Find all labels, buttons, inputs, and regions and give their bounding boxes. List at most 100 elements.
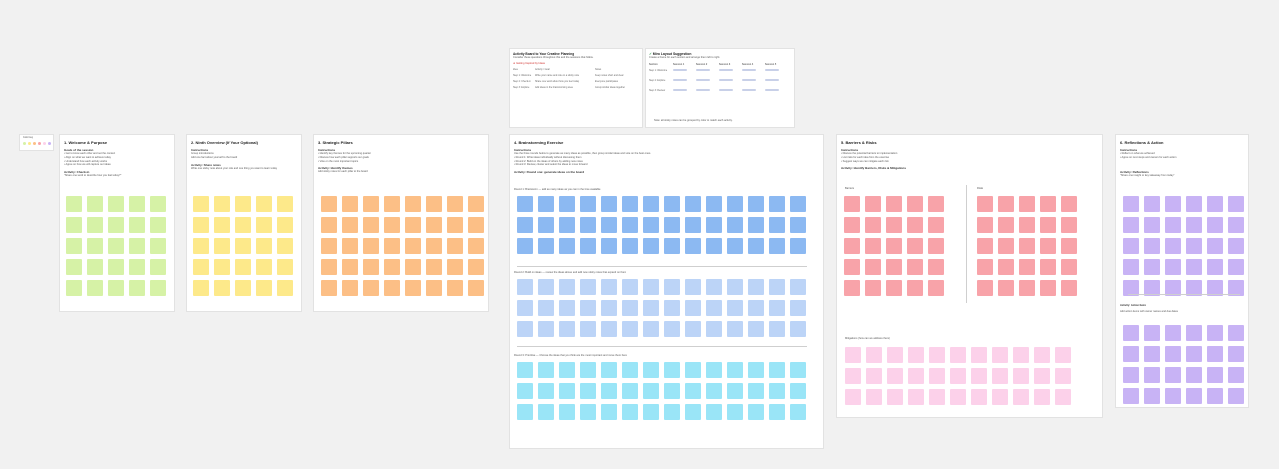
sticky-note[interactable] xyxy=(685,321,701,337)
sticky-note[interactable] xyxy=(1207,259,1223,275)
sticky-note[interactable] xyxy=(1055,389,1071,405)
sticky-note[interactable] xyxy=(601,383,617,399)
sticky-note[interactable] xyxy=(1123,259,1139,275)
sticky-note[interactable] xyxy=(363,196,379,212)
sticky-note[interactable] xyxy=(601,196,617,212)
sticky-note[interactable] xyxy=(1144,346,1160,362)
sticky-note[interactable] xyxy=(468,259,484,275)
sticky-note[interactable] xyxy=(845,368,861,384)
sticky-note[interactable] xyxy=(214,280,230,296)
sticky-note[interactable] xyxy=(865,196,881,212)
sticky-note[interactable] xyxy=(1165,388,1181,404)
sticky-note[interactable] xyxy=(559,196,575,212)
sticky-note[interactable] xyxy=(87,259,103,275)
sticky-note[interactable] xyxy=(405,238,421,254)
sticky-note[interactable] xyxy=(1207,325,1223,341)
sticky-note[interactable] xyxy=(706,279,722,295)
sticky-note[interactable] xyxy=(1228,217,1244,233)
sticky-note[interactable] xyxy=(1013,347,1029,363)
sticky-note[interactable] xyxy=(998,196,1014,212)
sticky-note[interactable] xyxy=(998,280,1014,296)
sticky-note[interactable] xyxy=(622,196,638,212)
sticky-note[interactable] xyxy=(559,217,575,233)
sticky-note[interactable] xyxy=(769,321,785,337)
sticky-note[interactable] xyxy=(468,238,484,254)
sticky-note[interactable] xyxy=(321,280,337,296)
sticky-note[interactable] xyxy=(685,217,701,233)
sticky-note[interactable] xyxy=(886,217,902,233)
sticky-note[interactable] xyxy=(769,238,785,254)
sticky-note[interactable] xyxy=(321,217,337,233)
sticky-note[interactable] xyxy=(1165,346,1181,362)
sticky-note[interactable] xyxy=(706,300,722,316)
sticky-note[interactable] xyxy=(1034,347,1050,363)
sticky-note[interactable] xyxy=(66,280,82,296)
sticky-note[interactable] xyxy=(685,300,701,316)
sticky-note[interactable] xyxy=(685,383,701,399)
sticky-note[interactable] xyxy=(971,389,987,405)
sticky-note[interactable] xyxy=(992,347,1008,363)
sticky-note[interactable] xyxy=(1207,238,1223,254)
sticky-note[interactable] xyxy=(1207,217,1223,233)
sticky-note[interactable] xyxy=(580,321,596,337)
sticky-note[interactable] xyxy=(129,259,145,275)
sticky-note[interactable] xyxy=(538,321,554,337)
sticky-note[interactable] xyxy=(769,300,785,316)
sticky-note[interactable] xyxy=(1034,389,1050,405)
sticky-note[interactable] xyxy=(790,279,806,295)
sticky-note[interactable] xyxy=(1061,238,1077,254)
sticky-note[interactable] xyxy=(277,238,293,254)
sticky-note[interactable] xyxy=(87,280,103,296)
sticky-note[interactable] xyxy=(685,196,701,212)
sticky-note[interactable] xyxy=(1228,325,1244,341)
sticky-note[interactable] xyxy=(706,217,722,233)
sticky-note[interactable] xyxy=(447,196,463,212)
sticky-note[interactable] xyxy=(1186,325,1202,341)
sticky-note[interactable] xyxy=(277,196,293,212)
sticky-note[interactable] xyxy=(886,280,902,296)
sticky-note[interactable] xyxy=(727,238,743,254)
sticky-note[interactable] xyxy=(517,300,533,316)
sticky-note[interactable] xyxy=(769,196,785,212)
sticky-note[interactable] xyxy=(1123,325,1139,341)
sticky-note[interactable] xyxy=(790,383,806,399)
sticky-note[interactable] xyxy=(886,238,902,254)
sticky-note[interactable] xyxy=(1207,346,1223,362)
sticky-note[interactable] xyxy=(622,300,638,316)
sticky-note[interactable] xyxy=(887,347,903,363)
sticky-note[interactable] xyxy=(1123,196,1139,212)
sticky-note[interactable] xyxy=(664,196,680,212)
sticky-note[interactable] xyxy=(235,259,251,275)
sticky-note[interactable] xyxy=(1228,259,1244,275)
sticky-note[interactable] xyxy=(580,279,596,295)
sticky-note[interactable] xyxy=(1186,196,1202,212)
sticky-note[interactable] xyxy=(538,383,554,399)
sticky-note[interactable] xyxy=(908,368,924,384)
sticky-note[interactable] xyxy=(66,217,82,233)
sticky-note[interactable] xyxy=(1123,367,1139,383)
sticky-note[interactable] xyxy=(748,196,764,212)
sticky-note[interactable] xyxy=(865,259,881,275)
sticky-note[interactable] xyxy=(790,321,806,337)
sticky-note[interactable] xyxy=(622,217,638,233)
sticky-note[interactable] xyxy=(1123,238,1139,254)
sticky-note[interactable] xyxy=(706,404,722,420)
sticky-note[interactable] xyxy=(844,217,860,233)
sticky-note[interactable] xyxy=(643,196,659,212)
sticky-note[interactable] xyxy=(992,389,1008,405)
sticky-note[interactable] xyxy=(108,259,124,275)
sticky-note[interactable] xyxy=(748,217,764,233)
sticky-note[interactable] xyxy=(384,280,400,296)
sticky-note[interactable] xyxy=(992,368,1008,384)
sticky-note[interactable] xyxy=(865,217,881,233)
sticky-note[interactable] xyxy=(538,279,554,295)
sticky-note[interactable] xyxy=(977,217,993,233)
sticky-note[interactable] xyxy=(769,383,785,399)
sticky-note[interactable] xyxy=(998,259,1014,275)
sticky-note[interactable] xyxy=(664,383,680,399)
sticky-note[interactable] xyxy=(235,280,251,296)
sticky-note[interactable] xyxy=(517,362,533,378)
sticky-note[interactable] xyxy=(1186,367,1202,383)
sticky-note[interactable] xyxy=(790,238,806,254)
sticky-note[interactable] xyxy=(87,196,103,212)
